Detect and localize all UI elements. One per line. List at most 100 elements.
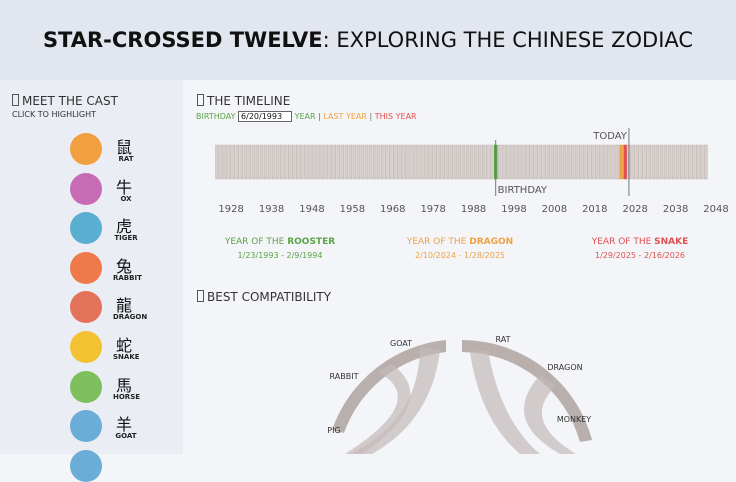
year-bar (324, 144, 328, 180)
year-bar (292, 144, 296, 180)
year-bar (526, 144, 530, 180)
year-bar (255, 144, 260, 180)
x-tick-label: 2008 (542, 204, 567, 215)
year-bar (667, 144, 672, 180)
year-bar (465, 144, 470, 180)
animal-char: 龍 (116, 296, 133, 316)
chord-label: GOAT (390, 339, 412, 348)
x-tick-label: 1968 (380, 204, 405, 215)
year-bar (566, 144, 571, 180)
animal-icon[interactable] (70, 133, 102, 165)
year-bar (304, 144, 308, 180)
animal-icon[interactable] (70, 172, 102, 205)
year-bar (477, 144, 482, 180)
card-dates: 1/29/2025 - 2/16/2026 (594, 251, 685, 260)
cast-heading-text: MEET THE CAST (22, 94, 118, 108)
chord-label: DRAGON (547, 363, 582, 372)
animal-name: DRAGON (113, 313, 148, 322)
year-bar (219, 144, 223, 180)
chord-ribbon (524, 375, 576, 454)
year-bar (469, 144, 474, 180)
year-bar (372, 144, 377, 180)
title-bold: STAR-CROSSED TWELVE (42, 28, 323, 52)
animal-icon[interactable] (70, 251, 102, 284)
animal-char: 虎 (116, 217, 133, 237)
title: STAR-CROSSED TWELVE: EXPLORING THE CHINE… (0, 28, 736, 52)
year-bar (461, 144, 466, 180)
year-bar (683, 144, 688, 180)
animal-char: 羊 (116, 415, 133, 435)
year-bar (647, 144, 652, 180)
year-bar (510, 144, 514, 180)
year-bar (578, 144, 583, 180)
year-bar (340, 144, 345, 180)
year-bar (481, 144, 486, 180)
year-bar (235, 144, 239, 180)
animal-icon[interactable] (70, 450, 102, 482)
compat-heading-text: BEST COMPATIBILITY (207, 290, 332, 304)
year-bar (413, 144, 417, 180)
year-bar (320, 144, 324, 180)
card-animal: DRAGON (469, 237, 514, 247)
x-tick-label: 1978 (420, 204, 445, 215)
year-bar (473, 144, 478, 180)
year-bar (449, 144, 454, 180)
animal-char: 馬 (116, 375, 133, 395)
year-bar (603, 144, 607, 180)
animal-icon[interactable] (70, 370, 102, 403)
year-bar (498, 144, 502, 180)
year-bar (586, 144, 591, 180)
x-tick-label: 2038 (663, 204, 688, 215)
year-bar (397, 144, 401, 180)
year-bar (409, 144, 413, 180)
animal-icon[interactable] (70, 331, 102, 363)
year-bar (704, 144, 708, 180)
timeline-heading: THE TIMELINE (197, 94, 290, 108)
x-tick-label: 1928 (218, 204, 243, 215)
chord-ribbon (350, 346, 440, 454)
chord-ribbon (470, 350, 540, 454)
year-bar (429, 144, 433, 180)
birthday-input[interactable]: 6/20/1993 (238, 111, 293, 122)
card-animal: SNAKE (654, 237, 689, 247)
year-bar (421, 144, 425, 180)
x-tick-label: 1998 (501, 204, 526, 215)
year-bar (534, 144, 538, 180)
compat-heading: BEST COMPATIBILITY (197, 290, 331, 304)
highlight-year-bar (623, 144, 627, 180)
header: STAR-CROSSED TWELVE: EXPLORING THE CHINE… (0, 0, 736, 80)
animal-char: 牛 (116, 177, 133, 197)
animal-icon[interactable] (70, 291, 102, 324)
x-tick-label: 2028 (622, 204, 647, 215)
birthday-label: BIRTHDAY (196, 112, 236, 121)
year-bar (368, 144, 373, 180)
year-bar (522, 144, 526, 180)
year-bar (671, 144, 676, 180)
timeline-legend: BIRTHDAY 6/20/1993 YEAR | LAST YEAR | TH… (196, 111, 417, 122)
chord-label: RABBIT (330, 372, 359, 381)
year-bar (437, 144, 442, 180)
year-bar (489, 144, 494, 180)
animal-name: TIGER (114, 234, 138, 243)
animal-icon[interactable] (70, 212, 102, 245)
chord-ribbon (345, 364, 411, 454)
highlight-year-bar (619, 144, 623, 180)
year-bar (582, 144, 587, 180)
year-bar (591, 144, 595, 180)
year-bar (393, 144, 397, 180)
year-bar (405, 144, 409, 180)
year-bar (679, 144, 684, 180)
year-bar (401, 144, 405, 180)
x-tick-label: 1938 (259, 204, 284, 215)
year-bar (607, 144, 611, 180)
chord-arc (462, 340, 592, 442)
year-bar (441, 144, 446, 180)
year-bar (259, 144, 264, 180)
year-bar (384, 144, 389, 180)
animal-icon[interactable] (70, 410, 102, 443)
cast-hint: CLICK TO HIGHLIGHT (12, 110, 97, 119)
animal-char: 兔 (116, 256, 133, 276)
year-bar (546, 144, 551, 180)
year-bar (615, 144, 619, 180)
year-bar (542, 144, 547, 180)
